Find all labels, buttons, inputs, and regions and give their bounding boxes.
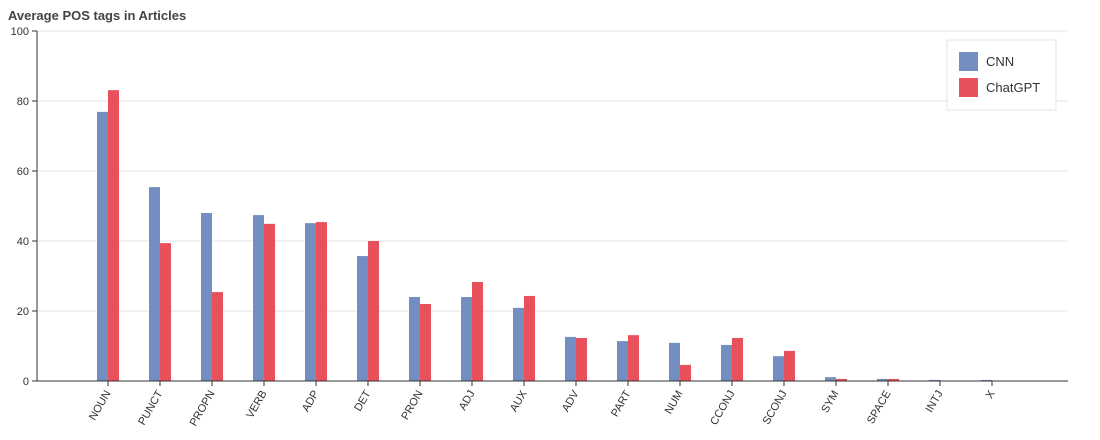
- x-tick-label: SYM: [819, 389, 841, 416]
- bar: [825, 377, 836, 381]
- x-tick-label: PRON: [399, 388, 425, 422]
- legend-label: ChatGPT: [986, 80, 1040, 95]
- bar: [773, 356, 784, 381]
- x-tick-label: DET: [352, 388, 374, 413]
- x-tick-label: X: [984, 388, 998, 401]
- bar: [576, 337, 587, 381]
- legend-swatch: [959, 52, 978, 71]
- x-tick-label: ADV: [560, 388, 582, 414]
- bar: [628, 335, 639, 381]
- x-tick-label: SPACE: [865, 389, 894, 427]
- x-tick-label: VERB: [244, 389, 269, 421]
- bar: [981, 379, 992, 381]
- bar: [108, 90, 119, 382]
- y-tick-label: 80: [17, 96, 29, 108]
- bar: [305, 223, 316, 381]
- chart-title: Average POS tags in Articles: [8, 8, 186, 23]
- bar: [461, 297, 472, 381]
- bar: [316, 222, 327, 381]
- bar: [784, 350, 795, 381]
- bar: [357, 256, 368, 381]
- legend-swatch: [959, 78, 978, 97]
- bar: [877, 378, 888, 381]
- bar: [721, 344, 732, 381]
- bar: [513, 307, 524, 381]
- bar: [732, 337, 743, 381]
- bar: [253, 215, 264, 381]
- x-tick-label: PART: [609, 388, 634, 419]
- legend-box: [946, 39, 1057, 111]
- bar: [160, 243, 171, 381]
- x-tick-label: PUNCT: [136, 388, 165, 427]
- bar: [420, 304, 431, 381]
- y-tick-label: 20: [17, 306, 29, 318]
- bar: [929, 379, 940, 381]
- x-tick-label: PROPN: [188, 388, 218, 428]
- x-tick-label: CCONJ: [708, 389, 737, 428]
- bar: [888, 378, 899, 381]
- x-tick-label: NOUN: [87, 388, 114, 422]
- bar: [264, 223, 275, 381]
- bar: [149, 187, 160, 381]
- bar: [409, 297, 420, 381]
- x-tick-label: SCONJ: [761, 389, 790, 427]
- bar: [368, 241, 379, 381]
- x-tick-label: ADP: [300, 389, 322, 415]
- bar: [565, 336, 576, 381]
- bar: [212, 292, 223, 381]
- y-tick-label: 0: [23, 376, 29, 388]
- x-tick-label: NUM: [663, 389, 686, 417]
- x-tick-label: INTJ: [924, 389, 946, 415]
- bar: [472, 281, 483, 381]
- bar: [680, 364, 691, 381]
- legend-label: CNN: [986, 54, 1014, 69]
- bar: [524, 295, 535, 381]
- bar: [97, 111, 108, 381]
- y-tick-label: 100: [11, 26, 29, 38]
- bar: [201, 213, 212, 381]
- bar: [617, 341, 628, 381]
- y-tick-label: 40: [17, 236, 29, 248]
- y-tick-label: 60: [17, 166, 29, 178]
- bar: [669, 342, 680, 381]
- x-tick-label: ADJ: [457, 389, 478, 413]
- x-tick-label: AUX: [508, 388, 530, 414]
- bar: [836, 378, 847, 381]
